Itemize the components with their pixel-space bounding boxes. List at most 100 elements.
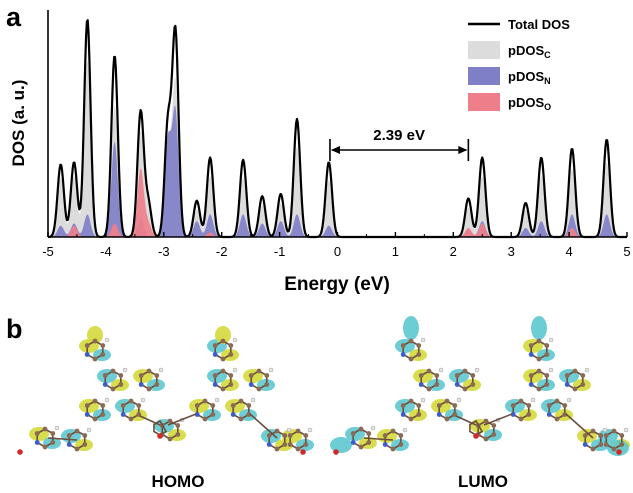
- x-tick-label: 1: [392, 244, 399, 259]
- atom: [528, 343, 534, 348]
- atom: [382, 433, 388, 438]
- atom: [146, 386, 152, 392]
- x-axis-label: Energy (eV): [284, 274, 390, 295]
- atom: [416, 343, 422, 348]
- atom: [462, 368, 468, 374]
- atom: [536, 368, 542, 374]
- atom: [358, 426, 364, 432]
- legend-label-subscript: C: [544, 50, 551, 60]
- atom: [398, 433, 404, 438]
- atom: [295, 428, 301, 434]
- atom: [554, 398, 560, 404]
- atom: [590, 446, 596, 452]
- atom: [212, 382, 218, 387]
- atom: [582, 442, 588, 447]
- legend-swatch-fill: [468, 41, 500, 59]
- atom: [491, 423, 497, 428]
- atom: [603, 433, 609, 438]
- atom: [526, 403, 532, 408]
- atom: [175, 423, 181, 428]
- atom: [274, 446, 280, 452]
- atom: [266, 433, 272, 438]
- atom: [408, 338, 414, 344]
- atom: [100, 352, 106, 357]
- hydrogen-atom: [420, 397, 426, 403]
- atom: [146, 368, 152, 374]
- atom: [462, 386, 468, 392]
- atom: [202, 416, 208, 422]
- hydrogen-atom: [250, 397, 256, 403]
- panel-label-a: a: [6, 2, 22, 32]
- atom: [74, 428, 80, 434]
- legend-label: Total DOS: [508, 17, 570, 32]
- atom: [611, 446, 617, 452]
- legend-label: pDOSN: [508, 69, 551, 86]
- chain-bond: [139, 415, 161, 426]
- atom: [510, 403, 516, 408]
- atom: [194, 403, 200, 408]
- atom: [220, 386, 226, 392]
- x-tick-label: -3: [158, 244, 170, 259]
- atom: [210, 403, 216, 408]
- orbital-lobe: [531, 316, 547, 340]
- chain-bond: [483, 413, 513, 426]
- atom: [92, 356, 98, 362]
- atom: [175, 432, 181, 437]
- atom: [544, 352, 550, 357]
- atom: [619, 442, 625, 447]
- atom: [536, 338, 542, 344]
- atom: [418, 373, 424, 378]
- hydrogen-atom: [54, 425, 60, 431]
- atom: [483, 436, 489, 442]
- atom: [220, 356, 226, 362]
- hydrogen-atom: [214, 397, 220, 403]
- atom: [287, 442, 293, 447]
- atom: [84, 343, 90, 348]
- hydrogen-atom: [402, 427, 408, 433]
- atom: [390, 428, 396, 434]
- orbital-lobe: [330, 437, 352, 453]
- atom: [34, 431, 40, 436]
- atom: [518, 416, 524, 422]
- atom: [526, 412, 532, 417]
- hydrogen-atom: [370, 425, 376, 431]
- atom: [426, 368, 432, 374]
- atom: [416, 352, 422, 357]
- atom: [434, 373, 440, 378]
- atom: [202, 398, 208, 404]
- atom: [562, 403, 568, 408]
- atom: [528, 382, 534, 387]
- atom: [303, 442, 309, 447]
- atom: [590, 428, 596, 434]
- atom: [400, 403, 406, 408]
- orbital-lobe: [87, 326, 103, 344]
- x-tick-label: 4: [565, 244, 572, 259]
- atom: [564, 373, 570, 378]
- oxygen-atom: [17, 449, 23, 455]
- x-tick-label: -4: [100, 244, 112, 259]
- hydrogen-atom: [307, 427, 313, 433]
- x-tick-layer: -5 -4 -3 -2 -1 0 1 2 3 4 5: [42, 232, 631, 259]
- atom: [167, 418, 173, 424]
- atom: [491, 432, 497, 437]
- lumo-molecule: [330, 316, 630, 456]
- pdos-c-area: [48, 60, 627, 237]
- atom: [256, 368, 262, 374]
- atom: [546, 412, 552, 417]
- atom: [470, 382, 476, 387]
- atom: [295, 446, 301, 452]
- atom: [212, 343, 218, 348]
- atom: [102, 373, 108, 378]
- atom: [366, 440, 372, 445]
- oxygen-atom: [300, 449, 306, 455]
- hydrogen-atom: [548, 337, 554, 343]
- hydrogen-atom: [158, 367, 164, 373]
- atom: [110, 368, 116, 374]
- atom: [544, 343, 550, 348]
- atom: [228, 343, 234, 348]
- atom: [366, 431, 372, 436]
- chain-bond: [249, 413, 278, 439]
- atom: [246, 403, 252, 408]
- atom: [483, 418, 489, 424]
- atom: [350, 431, 356, 436]
